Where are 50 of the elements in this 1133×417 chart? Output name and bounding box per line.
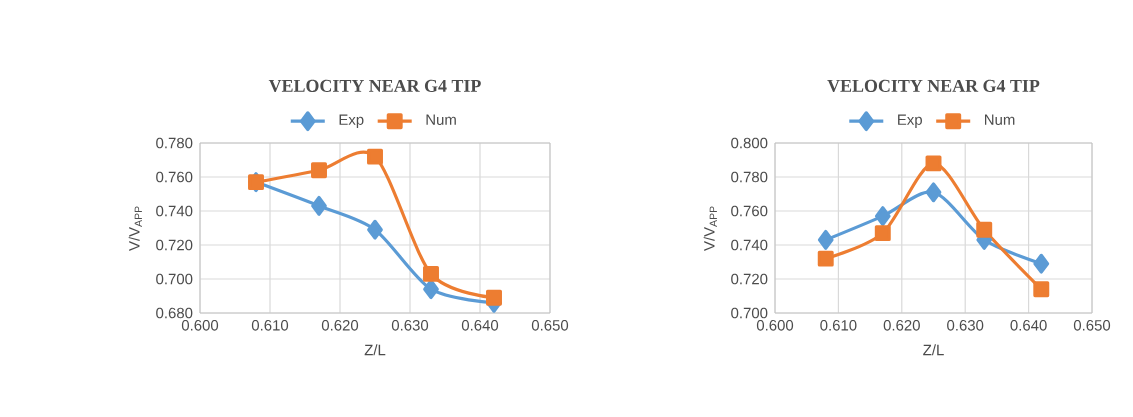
point bbox=[1033, 253, 1050, 274]
x-tick-label: 0.630 bbox=[947, 320, 984, 331]
point bbox=[817, 250, 834, 267]
point bbox=[367, 219, 383, 240]
x-tick-label: 0.640 bbox=[1010, 320, 1047, 331]
legend-label: Num bbox=[426, 114, 456, 125]
y-axis-title: V/V$_{APP}$ bbox=[128, 206, 142, 251]
legend-label: Num bbox=[985, 114, 1015, 125]
point bbox=[817, 229, 834, 250]
legend-label: Exp bbox=[339, 114, 364, 128]
y-tick-label: 0.740 bbox=[156, 205, 193, 217]
x-tick-label: 0.630 bbox=[391, 320, 429, 331]
point bbox=[423, 265, 439, 282]
point bbox=[925, 155, 942, 172]
point bbox=[367, 148, 383, 165]
y-tick-label: 0.760 bbox=[156, 171, 193, 183]
y-tick-label: 0.740 bbox=[731, 239, 768, 251]
x-axis-title: Z/L bbox=[364, 344, 386, 356]
x-tick-label: 0.620 bbox=[321, 320, 359, 331]
y-tick-label: 0.680 bbox=[156, 307, 193, 319]
chart-title: VELOCITY NEAR G4 TIP bbox=[268, 79, 481, 93]
y-tick-label: 0.720 bbox=[731, 273, 768, 285]
y-tick-label: 0.720 bbox=[156, 239, 193, 251]
x-tick-label: 0.650 bbox=[1073, 320, 1111, 331]
y-tick-label: 0.780 bbox=[156, 137, 193, 149]
legend-label: Exp bbox=[898, 114, 922, 128]
point bbox=[311, 162, 327, 179]
x-tick-label: 0.610 bbox=[251, 320, 289, 331]
point bbox=[976, 221, 993, 238]
point bbox=[486, 289, 502, 306]
x-tick-label: 0.620 bbox=[883, 320, 920, 331]
x-tick-label: 0.650 bbox=[531, 320, 569, 331]
point bbox=[874, 225, 891, 242]
y-tick-label: 0.800 bbox=[731, 137, 768, 149]
x-tick-label: 0.600 bbox=[756, 320, 794, 331]
point bbox=[874, 206, 891, 227]
y-axis-title: V/V$_{APP}$ bbox=[703, 206, 717, 251]
x-tick-label: 0.640 bbox=[461, 320, 499, 331]
point bbox=[1033, 281, 1050, 298]
x-axis-title: Z/L bbox=[923, 344, 944, 356]
y-tick-label: 0.760 bbox=[731, 205, 768, 217]
x-tick-label: 0.610 bbox=[820, 320, 857, 331]
point bbox=[423, 279, 439, 300]
x-tick-label: 0.600 bbox=[181, 320, 219, 331]
y-tick-label: 0.780 bbox=[731, 171, 768, 183]
point bbox=[925, 182, 942, 203]
point bbox=[311, 195, 327, 216]
y-tick-label: 0.700 bbox=[731, 307, 768, 319]
y-tick-label: 0.700 bbox=[156, 273, 193, 285]
chart-title: VELOCITY NEAR G4 TIP bbox=[827, 79, 1040, 93]
